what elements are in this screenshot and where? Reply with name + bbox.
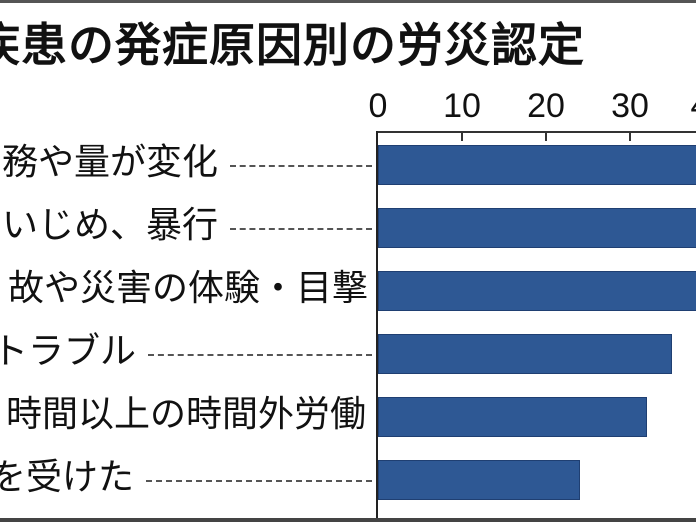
leader-line [148,354,372,356]
x-tick-20: 20 [527,87,565,125]
x-tick-0: 0 [368,87,388,125]
x-tick-mark [545,131,547,141]
leader-line [230,165,372,167]
leader-line [146,480,372,482]
bar [378,145,696,185]
category-label: 時間以上の時間外労働 [5,394,366,435]
bar [378,460,580,500]
bottom-border [0,518,696,522]
x-tick-10: 10 [443,87,481,125]
x-axis-line [377,131,696,133]
y-axis-line [376,131,378,521]
bar [378,334,672,374]
top-border [0,0,696,3]
category-label: トラブル [0,331,136,372]
category-label: いじめ、暴行 [1,205,218,246]
x-tick-mark [629,131,631,141]
category-label: 故や災害の体験・目撃 [7,268,368,309]
chart-title: 疾患の発症原因別の労災認定 [0,18,585,72]
bar [378,397,647,437]
category-label: 務や量が変化 [1,142,218,183]
x-tick-40: 4 [691,86,696,126]
x-tick-30: 30 [611,87,649,125]
leader-line [230,228,372,230]
bar [378,208,696,248]
x-tick-mark [461,131,463,141]
bar [378,271,696,311]
category-label: を受けた [0,457,134,498]
